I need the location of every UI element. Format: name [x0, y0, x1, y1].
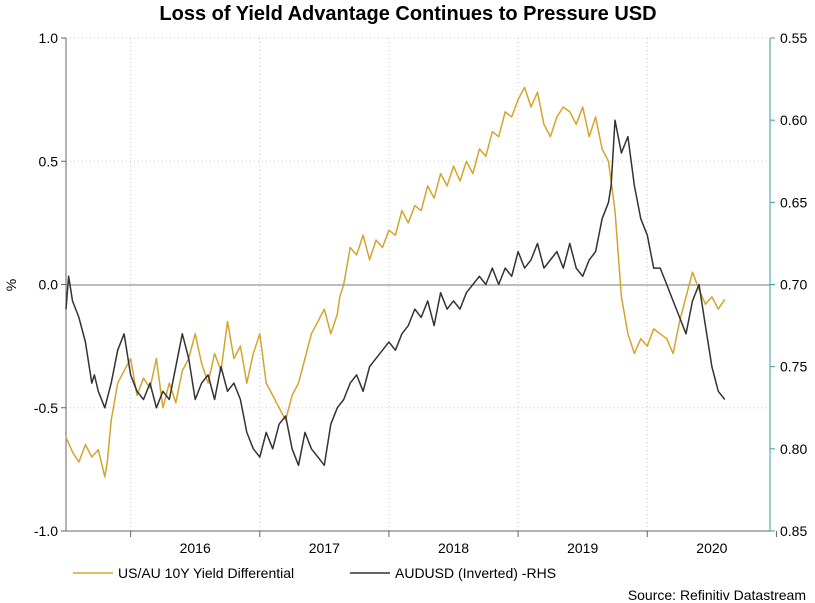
left-tick-label: -0.5: [34, 400, 58, 416]
left-tick-label: 0.0: [39, 277, 59, 293]
legend-label-yield: US/AU 10Y Yield Differential: [118, 565, 294, 581]
right-tick-label: 0.60: [780, 112, 807, 128]
x-tick-label: 2016: [180, 540, 211, 556]
left-tick-labels: 1.0 0.5 0.0 -0.5 -1.0: [34, 30, 66, 539]
left-axis-label: %: [3, 279, 19, 291]
x-tick-label: 2019: [567, 540, 598, 556]
series-line-audusd-inverted: [65, 119, 726, 467]
right-tick-label: 0.65: [780, 194, 807, 210]
right-tick-label: 0.70: [780, 277, 807, 293]
left-tick-label: 1.0: [39, 30, 59, 46]
legend-label-audusd: AUDUSD (Inverted) -RHS: [395, 565, 556, 581]
x-tick-label: 2018: [438, 540, 469, 556]
right-tick-label: 0.80: [780, 441, 807, 457]
source-note: Source: Refinitiv Datastream: [628, 587, 806, 603]
chart-title: Loss of Yield Advantage Continues to Pre…: [159, 3, 656, 25]
right-tick-label: 0.85: [780, 523, 807, 539]
series-layer: [65, 86, 726, 478]
x-tick-labels: 2016 2017 2018 2019 2020: [130, 531, 777, 556]
series-line-yield-differential: [65, 86, 726, 478]
x-tick-label: 2017: [309, 540, 340, 556]
right-tick-labels: 0.55 0.60 0.65 0.70 0.75 0.80 0.85: [770, 30, 807, 539]
left-tick-label: 0.5: [39, 153, 59, 169]
right-tick-label: 0.75: [780, 359, 807, 375]
x-tick-label: 2020: [696, 540, 727, 556]
right-tick-label: 0.55: [780, 30, 807, 46]
left-tick-label: -1.0: [34, 523, 58, 539]
